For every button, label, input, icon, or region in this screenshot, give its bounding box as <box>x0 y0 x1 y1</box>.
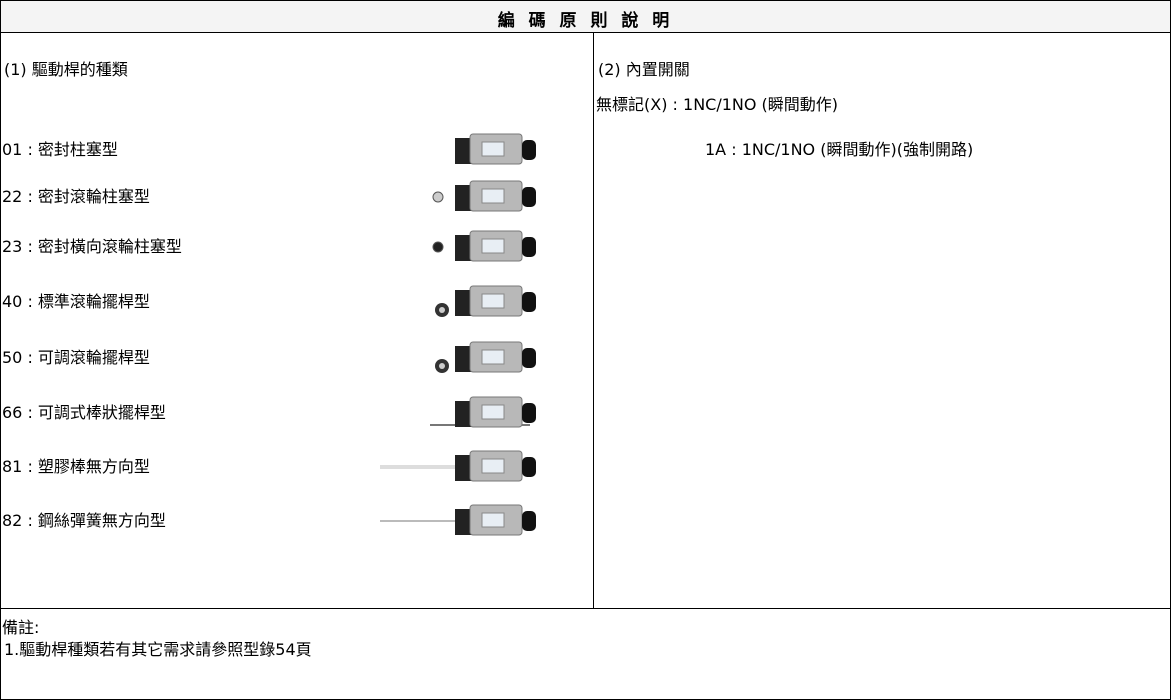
right-line: 無標記(X) : 1NC/1NO (瞬間動作) <box>596 95 839 114</box>
title: 編 碼 原 則 說 明 <box>497 11 674 31</box>
notes-line: 1.驅動桿種類若有其它需求請參照型錄54頁 <box>4 640 312 659</box>
switch-icon <box>380 450 536 482</box>
switch-icon <box>432 180 536 212</box>
actuator-item: 40 : 標準滾輪擺桿型 <box>2 292 150 311</box>
actuator-item: 50 : 可調滾輪擺桿型 <box>2 348 150 367</box>
actuator-item: 81 : 塑膠棒無方向型 <box>2 457 150 476</box>
actuator-item: 01 : 密封柱塞型 <box>2 140 118 159</box>
notes-label: 備註: <box>2 618 40 637</box>
right-header: (2) 內置開關 <box>598 60 690 79</box>
actuator-item: 82 : 鋼絲彈簧無方向型 <box>2 511 166 530</box>
left-header: (1) 驅動桿的種類 <box>4 60 128 79</box>
switch-icon <box>432 230 536 262</box>
right-cell <box>593 32 1171 609</box>
switch-icon <box>435 285 536 317</box>
switch-icon <box>455 133 536 165</box>
actuator-item: 22 : 密封滾輪柱塞型 <box>2 187 150 206</box>
switch-icon <box>435 341 536 373</box>
actuator-item: 66 : 可調式棒狀擺桿型 <box>2 403 166 422</box>
right-line: 1A : 1NC/1NO (瞬間動作)(強制開路) <box>705 140 974 159</box>
actuator-item: 23 : 密封橫向滾輪柱塞型 <box>2 237 182 256</box>
switch-icon <box>430 396 536 428</box>
switch-icon <box>380 504 536 536</box>
